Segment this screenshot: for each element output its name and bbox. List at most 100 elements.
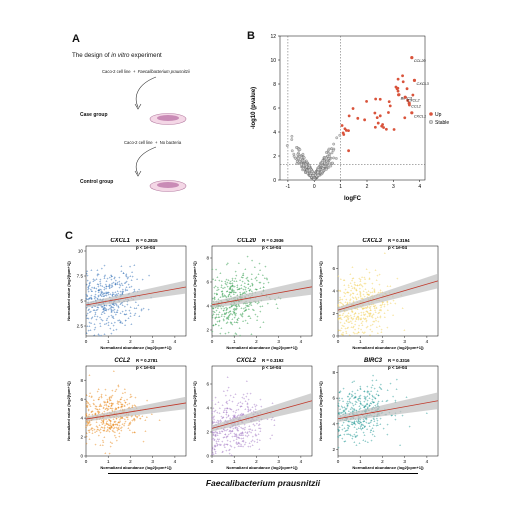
sample-point: +	[344, 320, 347, 325]
sample-point: +	[211, 313, 214, 318]
sample-point: +	[352, 316, 355, 321]
sample-point: +	[231, 288, 234, 293]
stable-gene-point	[290, 138, 294, 141]
sample-point: +	[221, 313, 224, 318]
sample-point: +	[224, 428, 227, 433]
sample-point: +	[87, 422, 90, 427]
sample-point: +	[134, 403, 137, 408]
sample-point: +	[212, 419, 215, 424]
sample-point: +	[211, 451, 214, 456]
sample-point: +	[368, 305, 371, 310]
sample-point: +	[246, 275, 249, 280]
y-tick-label: 8	[80, 378, 83, 383]
sample-point: +	[379, 324, 382, 329]
sample-point: +	[245, 276, 248, 281]
sample-point: +	[112, 314, 115, 319]
sample-point: +	[372, 404, 375, 409]
sample-point: +	[353, 439, 356, 444]
sample-point: +	[110, 308, 113, 313]
sample-point: +	[255, 433, 258, 438]
sample-point: +	[338, 390, 341, 395]
sample-point: +	[115, 406, 118, 411]
sample-point: +	[256, 314, 259, 319]
sample-point: +	[259, 429, 262, 434]
sample-point: +	[239, 400, 242, 405]
sample-point: +	[102, 318, 105, 323]
sample-point: +	[216, 291, 219, 296]
sample-point: +	[353, 379, 356, 384]
sample-point: +	[214, 291, 217, 296]
sample-point: +	[97, 332, 100, 337]
up-gene-point	[388, 104, 392, 108]
stable-gene-point	[300, 156, 303, 160]
sample-point: +	[116, 421, 119, 426]
sample-point: +	[228, 292, 231, 297]
sample-point: +	[228, 330, 231, 335]
sample-point: +	[224, 279, 227, 284]
sample-point: +	[108, 425, 111, 430]
sample-point: +	[229, 286, 232, 291]
sample-point: +	[218, 319, 221, 324]
sample-point: +	[128, 282, 131, 287]
sample-point: +	[338, 410, 341, 415]
sample-point: +	[358, 441, 361, 446]
sample-point: +	[361, 305, 364, 310]
sample-point: +	[226, 315, 229, 320]
sample-point: +	[249, 391, 252, 396]
sample-point: +	[86, 324, 89, 329]
sample-point: +	[368, 420, 371, 425]
sample-point: +	[363, 281, 366, 286]
sample-point: +	[339, 315, 342, 320]
sample-point: +	[244, 267, 247, 272]
sample-point: +	[256, 440, 259, 445]
sample-point: +	[349, 298, 352, 303]
sample-point: +	[244, 399, 247, 404]
sample-point: +	[101, 284, 104, 289]
sample-point: +	[342, 331, 345, 336]
gene-title: CXCL3	[362, 238, 382, 244]
sample-point: +	[231, 288, 234, 293]
sample-point: +	[113, 301, 116, 306]
y-tick-label: 2	[80, 435, 83, 440]
sample-point: +	[224, 444, 227, 449]
sample-point: +	[247, 282, 250, 287]
sample-point: +	[231, 286, 234, 291]
sample-point: +	[223, 306, 226, 311]
sample-point: +	[233, 310, 236, 315]
sample-point: +	[212, 436, 215, 441]
sample-point: +	[104, 311, 107, 316]
sample-point: +	[105, 291, 108, 296]
x-tick-label: 3	[151, 459, 154, 464]
sample-point: +	[337, 303, 340, 308]
sample-point: +	[344, 411, 347, 416]
y-axis-label: Normalized value (log2[tpm+1])	[66, 261, 71, 321]
sample-point: +	[225, 400, 228, 405]
sample-point: +	[362, 423, 365, 428]
correlation-p: p < 1e-04	[136, 365, 155, 370]
sample-point: +	[373, 399, 376, 404]
up-gene-point	[381, 123, 385, 126]
sample-point: +	[233, 414, 236, 419]
sample-point: +	[242, 271, 245, 276]
sample-point: +	[239, 286, 242, 291]
sample-point: +	[224, 281, 227, 286]
sample-point: +	[102, 419, 105, 424]
sample-point: +	[236, 320, 239, 325]
sample-point: +	[357, 314, 360, 319]
sample-point: +	[118, 399, 121, 404]
sample-point: +	[98, 387, 101, 392]
sample-point: +	[361, 319, 364, 324]
sample-point: +	[339, 300, 342, 305]
sample-point: +	[394, 417, 397, 422]
sample-point: +	[426, 410, 429, 415]
sample-point: +	[85, 413, 88, 418]
sample-point: +	[133, 287, 136, 292]
sample-point: +	[239, 326, 242, 331]
sample-point: +	[118, 275, 121, 280]
sample-point: +	[230, 286, 233, 291]
sample-point: +	[363, 433, 366, 438]
sample-point: +	[254, 428, 257, 433]
sample-point: +	[340, 277, 343, 282]
sample-point: +	[222, 435, 225, 440]
y-tick-label: 5	[80, 299, 83, 304]
